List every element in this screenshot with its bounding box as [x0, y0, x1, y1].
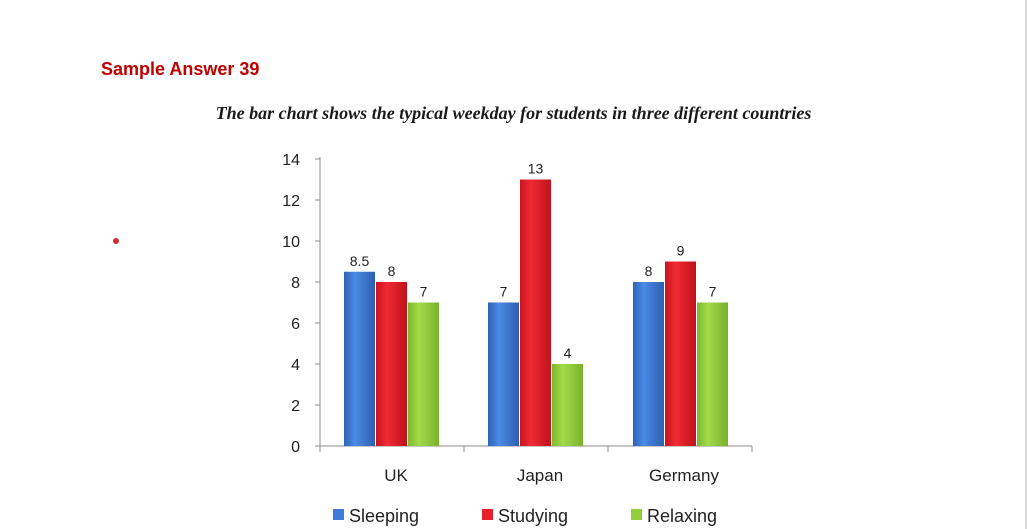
x-category-label: Japan: [517, 466, 563, 485]
bar-studying-uk: [376, 282, 407, 446]
y-tick-label: 0: [291, 439, 300, 456]
x-category-label: Germany: [649, 466, 719, 485]
bar-sleeping-japan: [488, 302, 519, 446]
legend-swatch-studying: [482, 509, 493, 520]
page-edge: [1025, 0, 1027, 529]
y-tick-label: 8: [291, 275, 300, 292]
legend-label-studying: Studying: [498, 506, 568, 526]
data-labels-group: 8.5 7 8 8 13 9 7 4 7: [350, 161, 717, 362]
y-tick-label: 14: [282, 152, 300, 169]
data-label: 9: [677, 243, 685, 259]
chart-title: The bar chart shows the typical weekday …: [0, 103, 1027, 124]
data-label: 7: [500, 284, 508, 300]
data-label: 7: [420, 284, 428, 300]
bar-sleeping-germany: [633, 282, 664, 446]
sample-answer-heading: Sample Answer 39: [101, 59, 260, 79]
legend: Sleeping Studying Relaxing: [333, 506, 717, 526]
bar-studying-germany: [665, 261, 696, 446]
x-category-label: UK: [384, 466, 408, 485]
y-tick-label: 4: [291, 357, 300, 374]
chart-title-text: The bar chart shows the typical weekday …: [215, 103, 812, 123]
y-tick-label: 2: [291, 398, 300, 415]
data-label: 4: [564, 345, 572, 361]
bar-sleeping-uk: [344, 271, 375, 446]
bullet-icon: [113, 238, 119, 244]
legend-swatch-relaxing: [631, 509, 642, 520]
legend-label-sleeping: Sleeping: [349, 506, 419, 526]
y-tick-label: 12: [282, 193, 300, 210]
y-tick-label: 10: [282, 234, 300, 251]
bar-relaxing-germany: [697, 302, 728, 446]
data-label: 8: [645, 263, 653, 279]
data-label: 8: [388, 263, 396, 279]
data-label: 7: [709, 284, 717, 300]
y-axis: 0 2 4 6 8 10 12 14: [282, 152, 321, 456]
x-axis: UK Japan Germany: [319, 445, 753, 485]
bar-relaxing-japan: [552, 364, 583, 446]
bar-studying-japan: [520, 179, 551, 446]
bars-group: [344, 179, 728, 446]
legend-swatch-sleeping: [333, 509, 344, 520]
data-label: 13: [528, 161, 544, 177]
legend-label-relaxing: Relaxing: [647, 506, 717, 526]
bar-relaxing-uk: [408, 302, 439, 446]
y-tick-label: 6: [291, 316, 300, 333]
data-label: 8.5: [350, 253, 370, 269]
